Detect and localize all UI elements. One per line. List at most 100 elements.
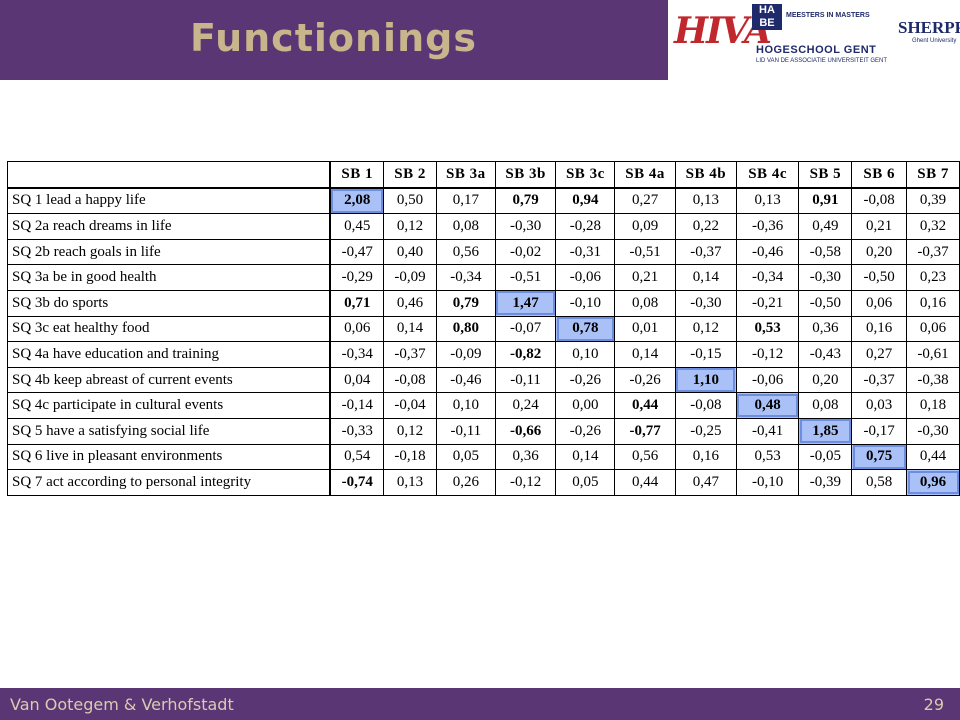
value-cell: -0,10 — [555, 289, 616, 317]
value-cell: -0,08 — [674, 392, 737, 419]
hogeschool-logo: HOGESCHOOL GENT — [756, 44, 877, 56]
value-cell: 0,94 — [555, 187, 616, 215]
value-cell: -0,43 — [798, 341, 853, 368]
value-cell: -0,09 — [383, 264, 437, 291]
value-cell: -0,26 — [614, 366, 676, 394]
row-label: SQ 5 have a satisfying social life — [7, 417, 332, 445]
value-cell: 0,16 — [851, 315, 908, 343]
value-cell: -0,46 — [735, 238, 800, 266]
value-cell: 0,21 — [851, 213, 908, 240]
value-cell: 0,06 — [906, 315, 960, 343]
value-cell: 0,04 — [329, 366, 385, 394]
column-header: SB 3b — [494, 160, 557, 189]
table-row: SQ 2b reach goals in life -0,47 0,40 0,56 -0… — [7, 238, 960, 266]
column-header: SB 1 — [329, 160, 385, 189]
value-cell: -0,74 — [329, 469, 385, 496]
value-cell: 0,16 — [906, 289, 960, 317]
value-cell: -0,09 — [435, 341, 496, 368]
value-cell: -0,15 — [674, 341, 737, 368]
value-cell: -0,77 — [614, 417, 676, 445]
hogeschool-logo-subtitle: LID VAN DE ASSOCIATIE UNIVERSITEIT GENT — [756, 58, 888, 64]
highlighted-value-cell: 0,75 — [851, 443, 908, 471]
value-cell: 0,23 — [906, 264, 960, 291]
value-cell: 0,00 — [555, 392, 616, 419]
value-cell: -0,41 — [735, 417, 800, 445]
value-cell: 0,44 — [906, 443, 960, 471]
value-cell: -0,50 — [851, 264, 908, 291]
value-cell: -0,11 — [494, 366, 557, 394]
value-cell: -0,28 — [555, 213, 616, 240]
value-cell: -0,26 — [555, 417, 616, 445]
footer-authors: Van Ootegem & Verhofstadt — [10, 695, 234, 714]
table-row: SQ 4c participate in cultural events -0,1… — [7, 392, 960, 419]
value-cell: -0,58 — [798, 238, 853, 266]
value-cell: -0,17 — [851, 417, 908, 445]
value-cell: 0,53 — [735, 443, 800, 471]
row-label: SQ 3c eat healthy food — [7, 315, 332, 343]
value-cell: 0,06 — [329, 315, 385, 343]
value-cell: 0,12 — [383, 213, 437, 240]
value-cell: -0,04 — [383, 392, 437, 419]
value-cell: 0,20 — [851, 238, 908, 266]
row-label: SQ 2b reach goals in life — [7, 238, 332, 266]
column-header: SB 6 — [851, 160, 908, 189]
value-cell: -0,18 — [383, 443, 437, 471]
column-header: SB 4c — [735, 160, 800, 189]
value-cell: -0,02 — [494, 238, 557, 266]
value-cell: 0,08 — [435, 213, 496, 240]
value-cell: -0,33 — [329, 417, 385, 445]
value-cell: 0,10 — [435, 392, 496, 419]
value-cell: 0,91 — [798, 187, 853, 215]
correlation-table-container: SB 1 SB 2 SB 3a SB 3b SB 3c SB 4a SB 4b SB 4c SB… — [7, 160, 960, 496]
column-header: SB 3c — [555, 160, 616, 189]
value-cell: 0,39 — [906, 187, 960, 215]
value-cell: 0,36 — [494, 443, 557, 471]
row-label: SQ 3a be in good health — [7, 264, 332, 291]
table-row: SQ 1 lead a happy life 2,08 0,50 0,17 0,79 0,… — [7, 187, 960, 215]
row-label: SQ 3b do sports — [7, 289, 332, 317]
value-cell: -0,39 — [798, 469, 853, 496]
value-cell: -0,08 — [851, 187, 908, 215]
value-cell: -0,51 — [494, 264, 557, 291]
value-cell: 0,49 — [798, 213, 853, 240]
value-cell: -0,25 — [674, 417, 737, 445]
title-bar: Functionings — [0, 0, 668, 80]
value-cell: -0,66 — [494, 417, 557, 445]
value-cell: 0,79 — [435, 289, 496, 317]
highlighted-value-cell: 2,08 — [329, 187, 385, 215]
value-cell: -0,50 — [798, 289, 853, 317]
value-cell: -0,12 — [735, 341, 800, 368]
value-cell: 0,27 — [851, 341, 908, 368]
column-header: SB 5 — [798, 160, 853, 189]
value-cell: 0,36 — [798, 315, 853, 343]
table-row: SQ 4a have education and training -0,34 -0… — [7, 341, 960, 368]
value-cell: 0,14 — [383, 315, 437, 343]
value-cell: -0,38 — [906, 366, 960, 394]
value-cell: -0,82 — [494, 341, 557, 368]
value-cell: 0,45 — [329, 213, 385, 240]
sherppa-logo: SHERPPA — [898, 18, 960, 37]
value-cell: 0,13 — [735, 187, 800, 215]
value-cell: -0,34 — [735, 264, 800, 291]
row-label: SQ 4b keep abreast of current events — [7, 366, 332, 394]
value-cell: -0,12 — [494, 469, 557, 496]
value-cell: 0,53 — [735, 315, 800, 343]
value-cell: 0,14 — [555, 443, 616, 471]
value-cell: -0,37 — [383, 341, 437, 368]
column-header: SB 2 — [383, 160, 437, 189]
value-cell: -0,26 — [555, 366, 616, 394]
value-cell: 0,17 — [435, 187, 496, 215]
value-cell: 0,71 — [329, 289, 385, 317]
value-cell: 0,79 — [494, 187, 557, 215]
slide-title: Functionings — [190, 16, 477, 60]
table-corner-cell — [7, 160, 332, 189]
row-label: SQ 2a reach dreams in life — [7, 213, 332, 240]
highlighted-value-cell: 1,85 — [798, 417, 853, 445]
value-cell: -0,30 — [906, 417, 960, 445]
value-cell: -0,46 — [435, 366, 496, 394]
value-cell: 0,32 — [906, 213, 960, 240]
page-number: 29 — [923, 695, 944, 714]
highlighted-value-cell: 0,96 — [906, 469, 960, 496]
value-cell: 0,40 — [383, 238, 437, 266]
value-cell: -0,31 — [555, 238, 616, 266]
